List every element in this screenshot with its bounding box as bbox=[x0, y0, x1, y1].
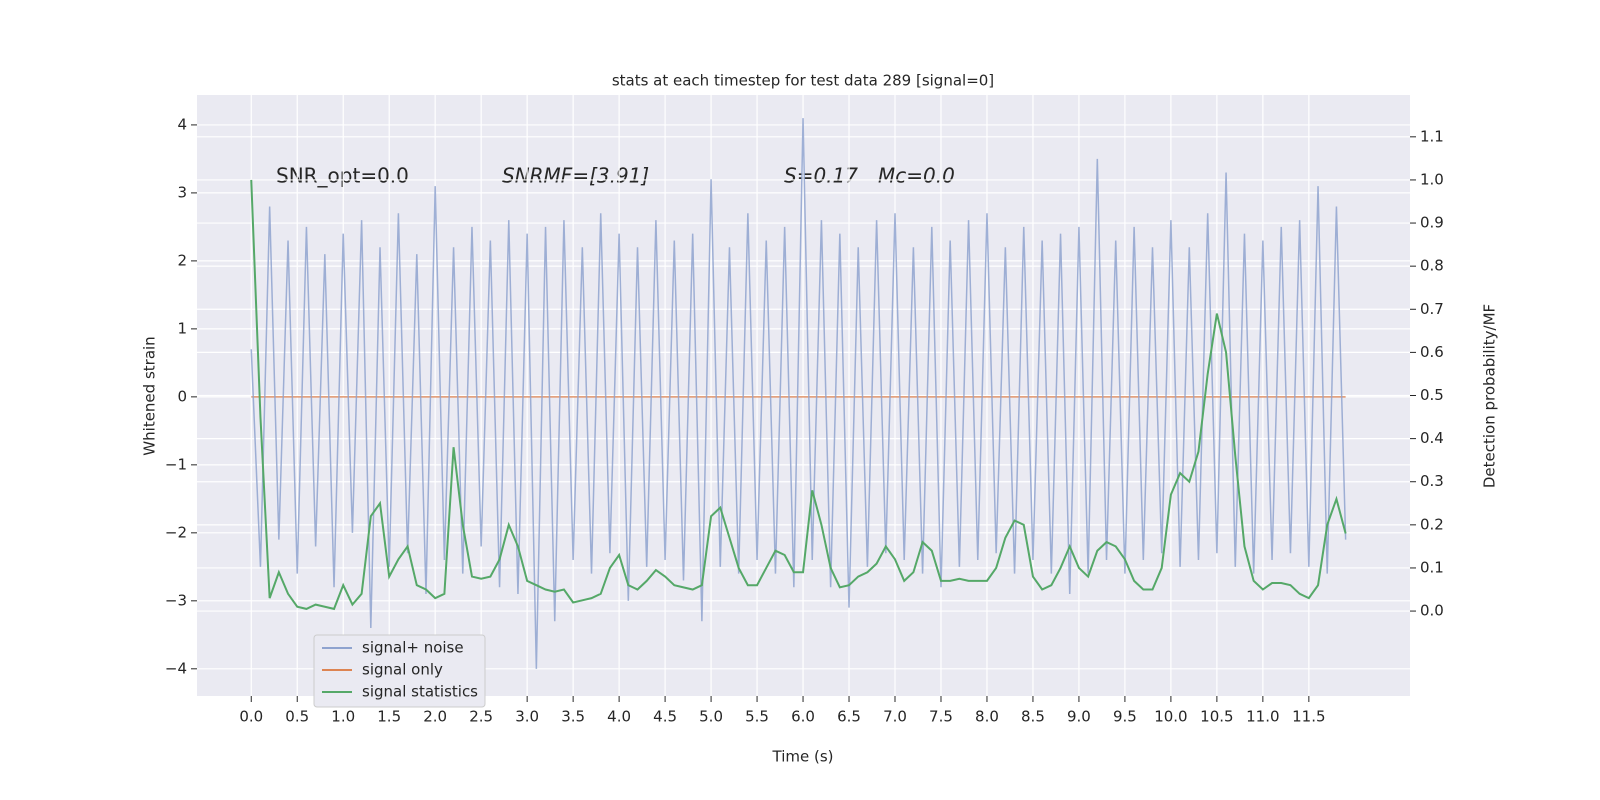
y2-tick-label: 0.3 bbox=[1420, 472, 1444, 490]
y-tick-label: 3 bbox=[177, 183, 187, 201]
y2-tick-label: 0.6 bbox=[1420, 343, 1444, 361]
y-tick-label: −3 bbox=[165, 591, 187, 609]
x-tick-label: 6.5 bbox=[837, 708, 861, 726]
x-tick-label: 9.5 bbox=[1113, 708, 1137, 726]
y2-tick-label: 0.4 bbox=[1420, 429, 1444, 447]
x-tick-label: 10.0 bbox=[1154, 708, 1187, 726]
y2-axis-label: Detection probability/MF bbox=[1481, 304, 1499, 488]
annotation: SNRMF=[3.91] bbox=[502, 164, 649, 188]
y2-tick-label: 0.8 bbox=[1420, 257, 1444, 275]
x-tick-label: 1.5 bbox=[377, 708, 401, 726]
legend-label: signal only bbox=[362, 661, 443, 679]
series-line bbox=[250, 179, 1347, 611]
y-tick-label: 2 bbox=[177, 251, 187, 269]
x-tick-label: 8.5 bbox=[1021, 708, 1045, 726]
x-tick-label: 10.5 bbox=[1200, 708, 1233, 726]
y-tick-label: −4 bbox=[165, 659, 187, 677]
x-axis-label: Time (s) bbox=[772, 748, 834, 766]
legend-label: signal+ noise bbox=[362, 639, 464, 657]
y-tick-label: 1 bbox=[177, 319, 187, 337]
annotation: S=0.17 bbox=[784, 164, 858, 188]
y-tick-label: 4 bbox=[177, 115, 187, 133]
y-axis-label: Whitened strain bbox=[141, 336, 159, 455]
x-tick-label: 2.5 bbox=[469, 708, 493, 726]
y-tick-label: −1 bbox=[165, 455, 187, 473]
chart-title: stats at each timestep for test data 289… bbox=[612, 72, 994, 90]
y2-tick-label: 0.2 bbox=[1420, 515, 1444, 533]
x-tick-label: 0.5 bbox=[285, 708, 309, 726]
y2-tick-label: 1.0 bbox=[1420, 170, 1444, 188]
y-tick-label: −2 bbox=[165, 523, 187, 541]
x-tick-label: 4.5 bbox=[653, 708, 677, 726]
x-tick-label: 6.0 bbox=[791, 708, 815, 726]
y2-tick-label: 0.1 bbox=[1420, 558, 1444, 576]
series-line bbox=[250, 118, 1347, 669]
x-tick-label: 5.0 bbox=[699, 708, 723, 726]
y-tick-label: 0 bbox=[177, 387, 187, 405]
x-tick-label: 5.5 bbox=[745, 708, 769, 726]
y2-tick-label: 0.7 bbox=[1420, 300, 1444, 318]
x-tick-label: 11.0 bbox=[1246, 708, 1279, 726]
y2-tick-label: 0.0 bbox=[1420, 602, 1444, 620]
legend-label: signal statistics bbox=[362, 683, 478, 701]
legend: signal+ noise signal only signal statistic… bbox=[313, 634, 486, 708]
x-tick-label: 4.0 bbox=[607, 708, 631, 726]
annotation: SNR_opt=0.0 bbox=[276, 164, 409, 188]
x-tick-label: 0.0 bbox=[239, 708, 263, 726]
x-tick-label: 3.5 bbox=[561, 708, 585, 726]
x-tick-label: 7.5 bbox=[929, 708, 953, 726]
x-tick-label: 3.0 bbox=[515, 708, 539, 726]
y2-tick-label: 0.5 bbox=[1420, 386, 1444, 404]
y2-tick-label: 0.9 bbox=[1420, 214, 1444, 232]
x-tick-label: 2.0 bbox=[423, 708, 447, 726]
annotation: Mc=0.0 bbox=[878, 164, 955, 188]
x-tick-label: 9.0 bbox=[1067, 708, 1091, 726]
x-tick-label: 8.0 bbox=[975, 708, 999, 726]
x-tick-label: 11.5 bbox=[1292, 708, 1325, 726]
x-tick-label: 7.0 bbox=[883, 708, 907, 726]
y2-tick-label: 1.1 bbox=[1420, 127, 1444, 145]
legend-box bbox=[313, 634, 486, 708]
x-tick-label: 1.0 bbox=[331, 708, 355, 726]
